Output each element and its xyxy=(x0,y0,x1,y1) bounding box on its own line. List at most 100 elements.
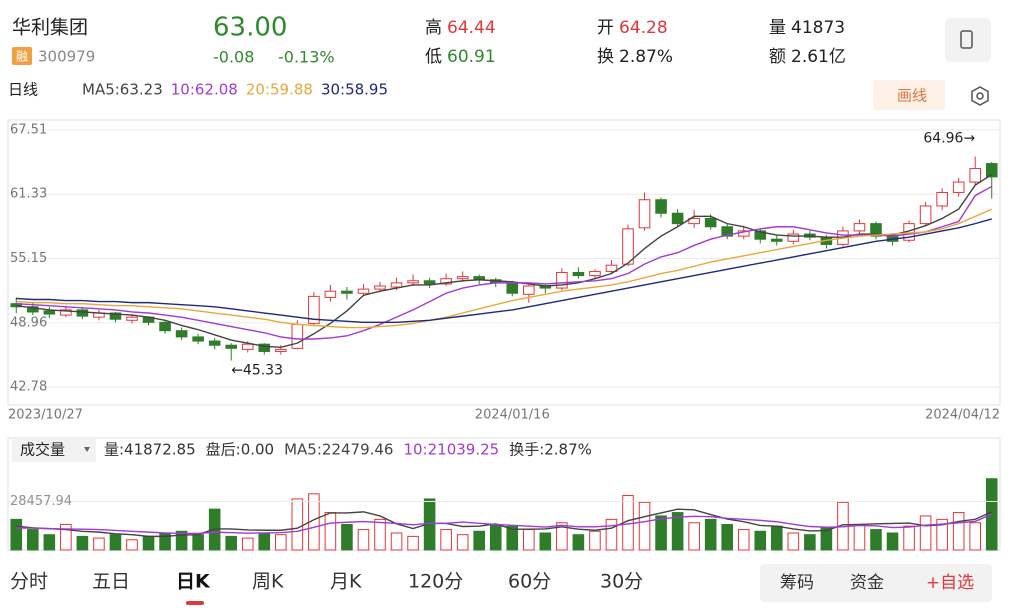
volume-bar xyxy=(142,535,155,551)
volume-bar xyxy=(357,529,370,551)
volume-frame xyxy=(7,437,1001,551)
volume-bar xyxy=(374,518,386,551)
volume-select[interactable] xyxy=(12,438,96,462)
candle-body xyxy=(556,271,568,289)
volume-legend: 10:21039.25 xyxy=(403,441,499,459)
price-frame xyxy=(7,119,1001,406)
action-button[interactable]: 筹码 xyxy=(780,573,814,593)
stat-value: 64.28 xyxy=(619,18,668,38)
stat-value: 2.87% xyxy=(619,47,673,67)
candle-body xyxy=(43,310,56,315)
candle-body xyxy=(423,280,436,285)
ma-legend: 30:58.95 xyxy=(321,81,388,99)
candle-body xyxy=(258,343,271,352)
y-tick-label: 55.15 xyxy=(10,251,47,266)
tab[interactable]: 120分 xyxy=(408,571,463,593)
tab[interactable]: 日K xyxy=(176,571,211,593)
tab[interactable]: 五日 xyxy=(92,571,130,593)
draw-button[interactable] xyxy=(873,80,945,110)
volume-bar xyxy=(671,512,684,551)
action-button[interactable]: 资金 xyxy=(850,573,884,593)
volume-bar xyxy=(126,539,138,551)
settings-icon[interactable] xyxy=(971,86,989,106)
candle-body xyxy=(456,276,469,280)
stat-label: 开 xyxy=(597,18,614,38)
volume-bar xyxy=(936,518,948,551)
volume-bar xyxy=(241,537,254,551)
volume-bar xyxy=(952,512,965,551)
volume-bar xyxy=(390,532,403,551)
volume-bar xyxy=(473,530,485,551)
tab[interactable]: 30分 xyxy=(600,571,643,593)
volume-bar xyxy=(754,530,767,551)
volume-bar xyxy=(440,529,452,551)
phone-button[interactable] xyxy=(945,18,991,62)
low-annotation: ←45.33 xyxy=(231,362,283,378)
button-bar xyxy=(760,564,992,602)
candle-body xyxy=(870,223,882,237)
candle-body xyxy=(754,230,767,240)
candle-body xyxy=(622,228,634,265)
ma-line xyxy=(16,173,993,349)
candle-body xyxy=(655,199,667,214)
volume-bar xyxy=(109,534,122,551)
high-annotation: 64.96→ xyxy=(923,131,975,147)
volume-legend: 换手:2.87% xyxy=(509,441,592,459)
candle-body xyxy=(506,282,519,294)
candle-body xyxy=(324,290,337,298)
y-tick-label: 67.51 xyxy=(10,123,47,138)
candle-body xyxy=(985,163,998,178)
tab[interactable]: 60分 xyxy=(508,571,551,593)
candle-body xyxy=(952,181,965,193)
volume-bar xyxy=(655,515,667,551)
y-tick-label: 48.96 xyxy=(10,315,47,330)
ma-line xyxy=(16,508,993,538)
ma-legend: 20:59.88 xyxy=(246,81,313,99)
candle-body xyxy=(208,340,221,346)
volume-bar xyxy=(589,530,601,551)
stat-label: 高 xyxy=(425,18,442,38)
y-tick-label: 42.78 xyxy=(10,380,47,395)
price: 63.00 xyxy=(213,13,287,43)
volume-bar xyxy=(771,525,783,551)
volume-bar xyxy=(275,534,287,551)
ma-line xyxy=(16,513,993,535)
candle-body xyxy=(671,212,684,225)
candle-body xyxy=(589,270,601,277)
candle-body xyxy=(721,226,733,237)
volume-bar xyxy=(523,529,535,551)
volume-bar xyxy=(175,530,188,551)
change: -0.08 xyxy=(213,48,254,67)
stat-label: 额 xyxy=(769,47,786,67)
candle-body xyxy=(374,285,386,290)
tab[interactable]: 月K xyxy=(330,571,362,593)
candle-body xyxy=(60,309,72,316)
volume-bar xyxy=(969,522,981,551)
x-tick-label: 2024/01/16 xyxy=(475,408,550,423)
volume-bar xyxy=(43,534,56,551)
candle-body xyxy=(109,312,122,320)
candle-body xyxy=(936,191,948,207)
change-pct: -0.13% xyxy=(278,48,335,67)
volume-bar xyxy=(407,535,419,551)
action-button[interactable]: +自选 xyxy=(926,573,974,593)
volume-bar xyxy=(704,518,717,551)
volume-bar xyxy=(721,523,733,551)
volume-bar xyxy=(804,534,816,551)
phone-icon xyxy=(960,30,973,49)
ma-line xyxy=(16,208,993,329)
volume-bar xyxy=(903,525,915,551)
tab[interactable]: 分时 xyxy=(10,571,48,593)
stat-value: 41873 xyxy=(791,18,845,38)
candle-body xyxy=(523,285,535,295)
candle-body xyxy=(76,309,89,317)
ma-legend: MA5:63.23 xyxy=(82,81,163,99)
stat-label: 量 xyxy=(769,18,786,38)
candle-body xyxy=(969,168,981,183)
tab[interactable]: 周K xyxy=(252,571,284,593)
volume-bar xyxy=(605,518,618,551)
stock-name: 华利集团 xyxy=(12,17,88,39)
ma-line xyxy=(16,185,993,340)
candle-body xyxy=(853,223,866,232)
y-tick-label: 61.33 xyxy=(10,187,47,202)
